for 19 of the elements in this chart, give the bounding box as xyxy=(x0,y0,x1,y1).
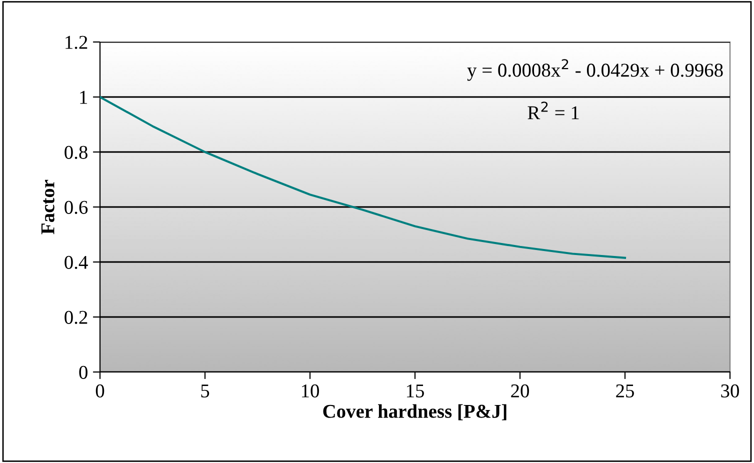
x-tick-label: 25 xyxy=(616,384,634,398)
y-tick-label: 1.2 xyxy=(66,36,88,50)
y-tick-label: 0 xyxy=(79,366,88,379)
y-tick-label: 0.4 xyxy=(64,256,88,270)
line-series xyxy=(100,96,626,259)
x-tick-label: 5 xyxy=(201,384,210,398)
y-tick-label: 0.2 xyxy=(64,310,88,324)
annotation: y = 0.0008x$^{2}$ - 0.0429x + 0.9968 xyxy=(467,59,723,81)
x-axis-title: Cover hardness [P&J] xyxy=(323,404,506,420)
x-tick-label: 20 xyxy=(511,384,529,398)
x-tick-label: 30 xyxy=(721,384,739,398)
x-tick-label: 0 xyxy=(96,384,104,398)
x-tick-label: 10 xyxy=(302,384,319,398)
x-tick-label: 15 xyxy=(406,384,424,398)
annotation: R$^{2}$ = 1 xyxy=(528,102,579,120)
y-tick-label: 1 xyxy=(80,90,88,104)
y-tick-label: 0.8 xyxy=(64,146,88,160)
y-axis-title: Factor xyxy=(41,180,54,234)
y-tick-label: 0.6 xyxy=(64,200,88,214)
